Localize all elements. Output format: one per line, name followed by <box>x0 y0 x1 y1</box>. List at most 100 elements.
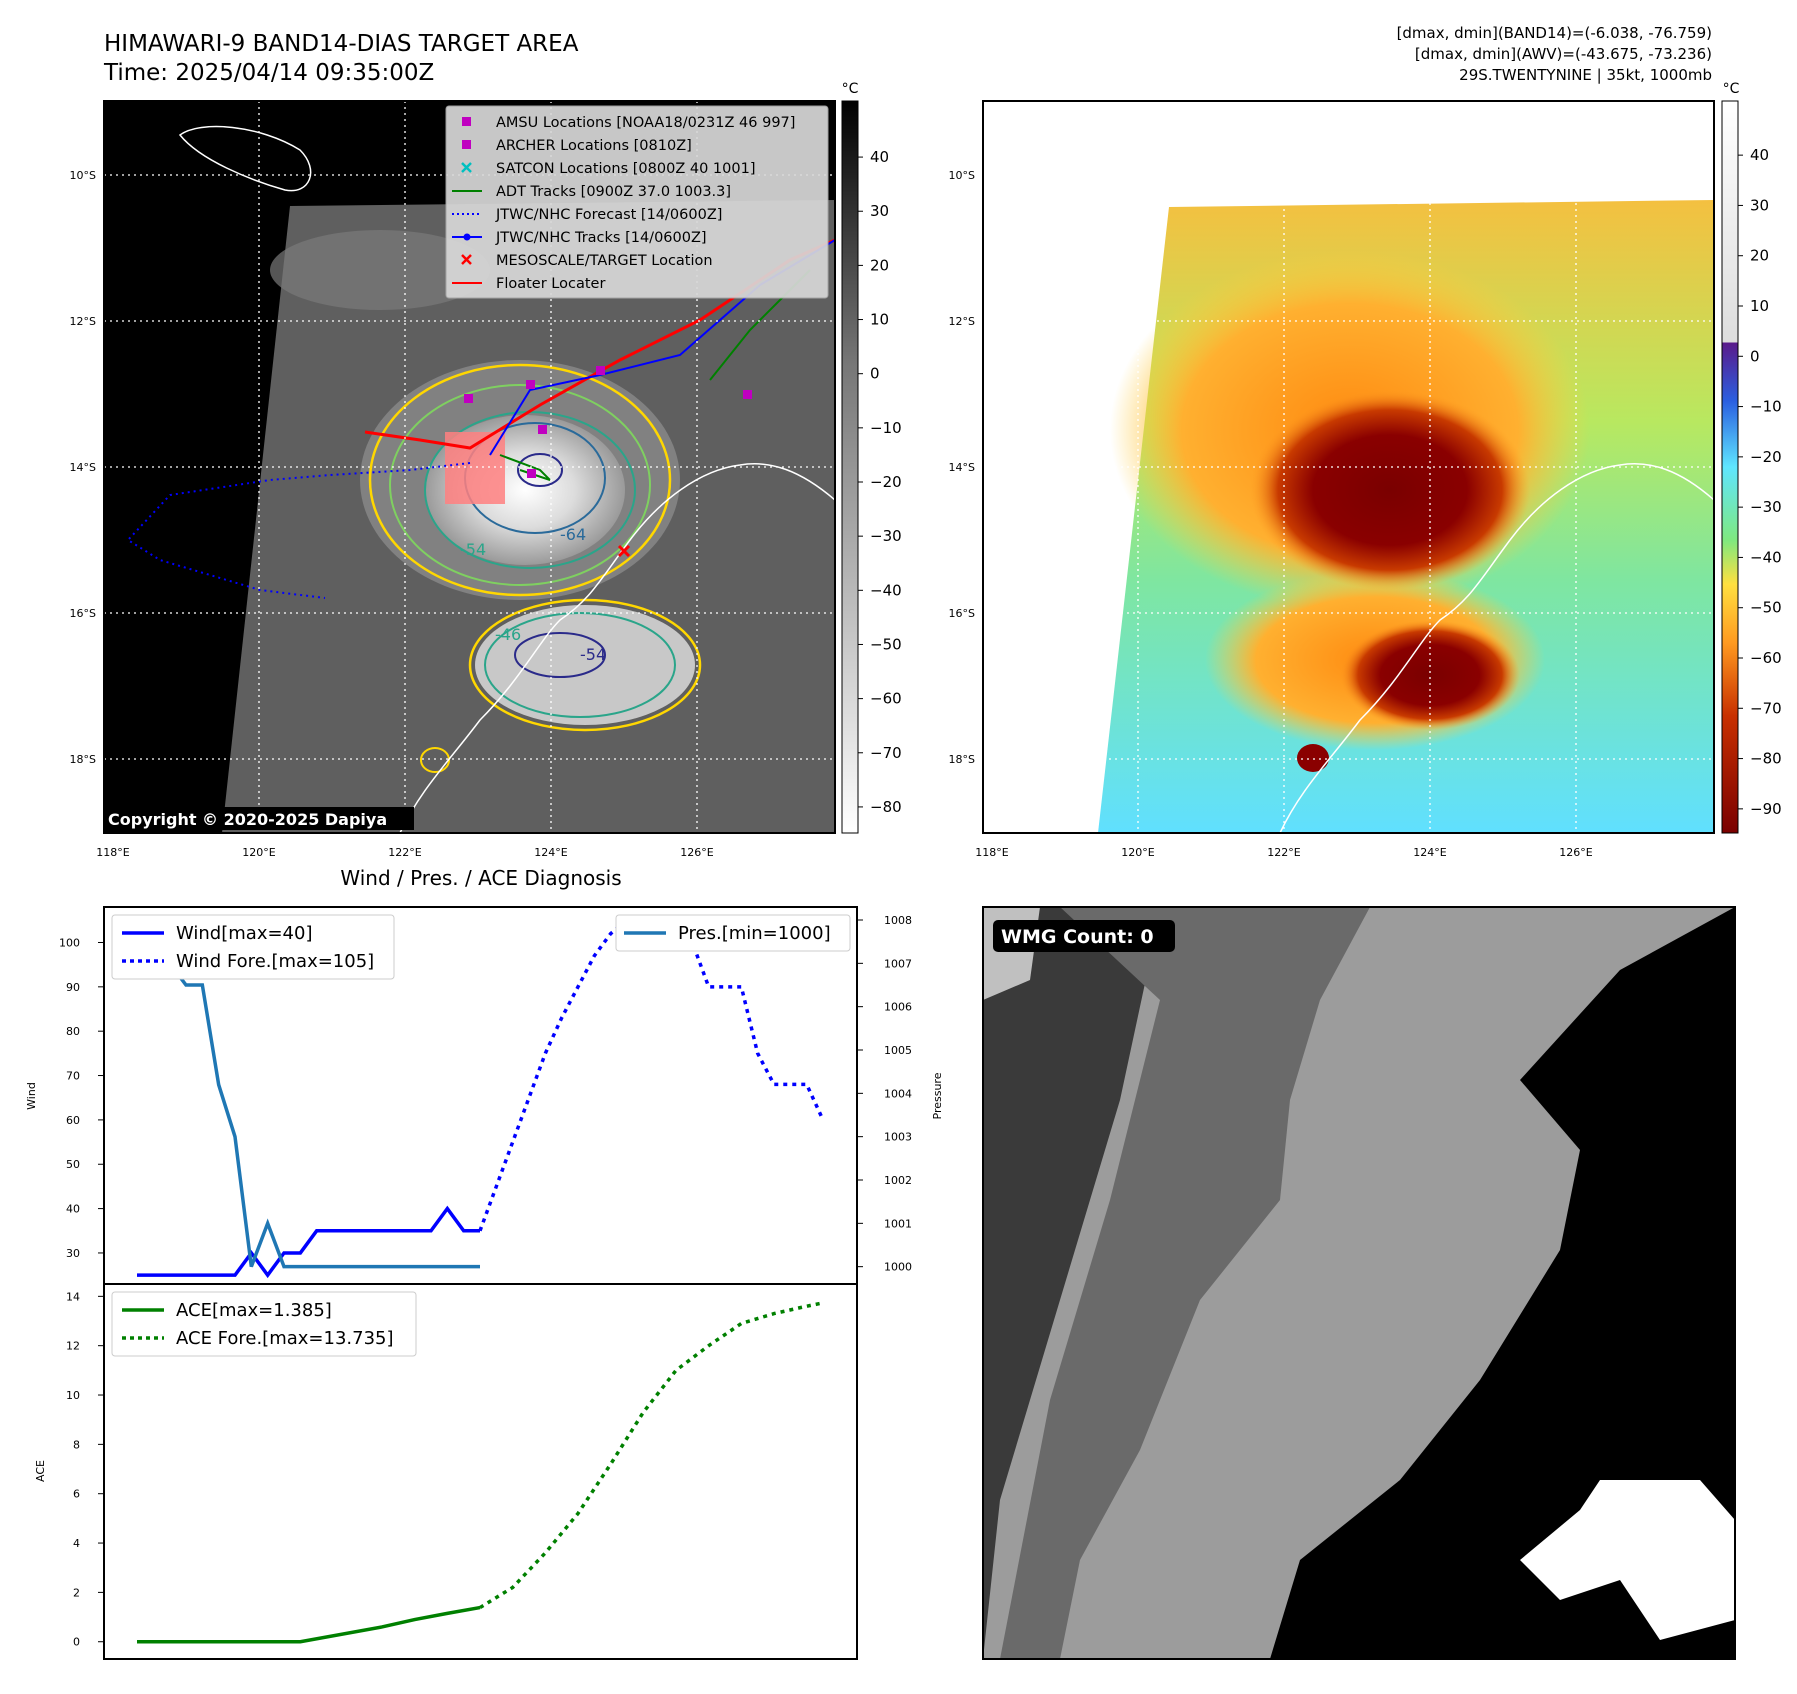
colorbar-tick-label: 0 <box>870 365 880 383</box>
archer-marker-3 <box>596 366 605 375</box>
colorbar-tick-label: 0 <box>1750 347 1760 365</box>
wind-tick-label: 80 <box>66 1025 80 1038</box>
awv-core-south <box>1340 620 1520 730</box>
legend-marker-amsu <box>462 117 471 126</box>
ir-map-panel: -54 -64 -46 -54 <box>70 100 836 859</box>
legend-jtwc: JTWC/NHC Tracks [14/0600Z] <box>495 230 707 246</box>
wind-legend: Wind[max=40] Wind Fore.[max=105] <box>111 914 395 980</box>
ir-colorbar: °C 40 30 20 10 0 −10 −20 −30 −40 −50 −60 −70 −80 <box>841 81 902 834</box>
wmg-count-box <box>993 920 1175 952</box>
pressure-tick-label: 1000 <box>884 1261 912 1274</box>
legend-marker-mesoscale <box>461 254 472 265</box>
pressure-legend-label: Pres.[min=1000] <box>678 923 831 944</box>
wind-forecast-line <box>478 918 825 1232</box>
colorbar-tick-label: −10 <box>1750 398 1782 416</box>
awv-lon-label: 120°E <box>1121 846 1154 859</box>
ace-panel: ACE 0 2 4 6 8 10 12 14 ACE[max=1.385] ACE Fore.… <box>34 1283 858 1660</box>
pressure-tick-label: 1005 <box>884 1044 912 1057</box>
ir-northern-cloud <box>270 230 490 310</box>
pressure-axis-ticks: 1000 1001 1002 1003 1004 1005 1006 1007 1008 <box>857 914 912 1274</box>
pressure-line <box>135 919 480 1269</box>
awv-colorbar: °C 40 30 20 10 0 −10 −20 −30 −40 −50 −60 −70 −80 −90 <box>1721 81 1782 834</box>
contour-label-1: -54 <box>460 540 486 559</box>
legend-marker-satcon <box>461 162 472 173</box>
wind-tick-label: 60 <box>66 1114 80 1127</box>
archer-marker-4 <box>743 390 752 399</box>
ace-tick-label: 0 <box>73 1636 80 1649</box>
ir-lon-label: 122°E <box>388 846 421 859</box>
colorbar-tick-label: 20 <box>870 256 889 274</box>
awv-lat-label: 16°S <box>949 607 975 620</box>
ir-colorbar-ticks: 40 30 20 10 0 −10 −20 −30 −40 −50 −60 −70 −80 <box>858 148 902 816</box>
wind-tick-label: 50 <box>66 1158 80 1171</box>
colorbar-tick-label: −40 <box>870 581 902 599</box>
ace-forecast-legend-label: ACE Fore.[max=13.735] <box>176 1328 394 1349</box>
colorbar-tick-label: 30 <box>1750 196 1769 214</box>
pressure-axis-label: Pressure <box>931 1072 944 1119</box>
pressure-tick-label: 1001 <box>884 1217 912 1230</box>
ace-tick-label: 2 <box>73 1586 80 1599</box>
wind-tick-label: 90 <box>66 981 80 994</box>
pressure-legend: Pres.[min=1000] <box>615 914 851 952</box>
ir-legend-box <box>445 105 829 299</box>
colorbar-tick-label: −80 <box>870 798 902 816</box>
ace-legend-label: ACE[max=1.385] <box>176 1300 332 1321</box>
ace-tick-label: 10 <box>66 1389 80 1402</box>
pressure-tick-label: 1002 <box>884 1174 912 1187</box>
ace-tick-label: 6 <box>73 1488 80 1501</box>
colorbar-tick-label: −20 <box>1750 448 1782 466</box>
ir-lat-label: 18°S <box>70 753 96 766</box>
wind-line <box>137 1205 480 1279</box>
archer-marker-2 <box>538 425 547 434</box>
wind-tick-label: 100 <box>59 936 80 949</box>
coastline-island <box>178 125 312 192</box>
colorbar-tick-label: 40 <box>1750 146 1769 164</box>
pressure-tick-label: 1003 <box>884 1131 912 1144</box>
colorbar-tick-label: 40 <box>870 148 889 166</box>
legend-adt: ADT Tracks [0900Z 37.0 1003.3] <box>496 184 731 200</box>
awv-range: [dmax, dmin](AWV)=(-43.675, -73.236) <box>1415 45 1712 63</box>
contour-label-3: -46 <box>495 625 521 644</box>
wind-legend-label: Wind[max=40] <box>176 923 313 944</box>
ir-lat-label: 12°S <box>70 315 96 328</box>
figure-time: Time: 2025/04/14 09:35:00Z <box>103 60 434 86</box>
storm-info: 29S.TWENTYNINE | 35kt, 1000mb <box>1459 66 1712 84</box>
contour-core <box>517 453 563 487</box>
legend-floater: Floater Locater <box>496 276 605 292</box>
jtwc-forecast <box>126 462 471 599</box>
colorbar-tick-label: −70 <box>870 744 902 762</box>
figure-title: HIMAWARI-9 BAND14-DIAS TARGET AREA <box>104 31 579 57</box>
wmg-mid-band <box>1000 907 1370 1659</box>
awv-lat-label: 10°S <box>949 169 975 182</box>
colorbar-tick-label: −50 <box>1750 599 1782 617</box>
colorbar-tick-label: −60 <box>1750 649 1782 667</box>
ace-axis-ticks: 0 2 4 6 8 10 12 14 <box>66 1290 104 1649</box>
colorbar-tick-label: −60 <box>870 690 902 708</box>
ir-lon-label: 126°E <box>680 846 713 859</box>
ace-legend: ACE[max=1.385] ACE Fore.[max=13.735] <box>111 1291 417 1357</box>
legend-amsu: AMSU Locations [NOAA18/0231Z 46 997] <box>496 115 795 131</box>
colorbar-tick-label: −30 <box>1750 498 1782 516</box>
ir-lon-label: 120°E <box>242 846 275 859</box>
awv-lat-label: 14°S <box>949 461 975 474</box>
band14-range: [dmax, dmin](BAND14)=(-6.038, -76.759) <box>1397 24 1712 42</box>
copyright-box <box>104 807 414 830</box>
colorbar-tick-label: −50 <box>870 635 902 653</box>
awv-map-frame <box>982 100 1715 834</box>
colorbar-tick-label: −90 <box>1750 800 1782 818</box>
wind-axis-ticks: 30 40 50 60 70 80 90 100 <box>59 936 104 1260</box>
awv-colorbar-unit: °C <box>1723 81 1740 97</box>
awv-lon-label: 124°E <box>1413 846 1446 859</box>
awv-lat-label: 18°S <box>949 753 975 766</box>
ir-lat-label: 16°S <box>70 607 96 620</box>
ir-lat-label: 14°S <box>70 461 96 474</box>
colorbar-tick-label: −70 <box>1750 699 1782 717</box>
pressure-tick-label: 1008 <box>884 914 912 927</box>
contour-label-4: -54 <box>580 645 606 664</box>
wmg-count-label: WMG Count: 0 <box>1001 926 1154 948</box>
wmg-frame <box>982 906 1736 1660</box>
wmg-white-region <box>1520 1480 1735 1640</box>
wind-pressure-panel: Wind Pressure 30 40 50 60 70 80 90 100 1000 1001… <box>25 906 944 1285</box>
pressure-tick-label: 1007 <box>884 957 912 970</box>
